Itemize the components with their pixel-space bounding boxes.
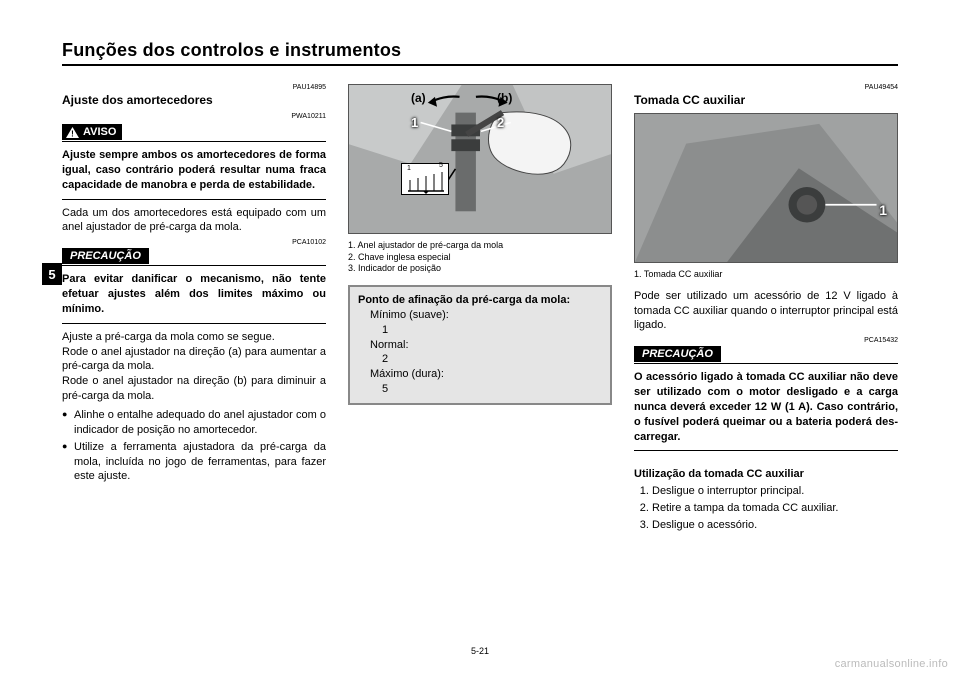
- precaucao-text: O acessório ligado à tomada CC auxiliar …: [634, 370, 898, 444]
- figure-caption: 1. Tomada CC auxiliar: [634, 269, 898, 281]
- step-item: Desligue o interruptor principal.: [652, 484, 898, 499]
- doc-code: PCA10102: [62, 239, 326, 246]
- figure-svg: [349, 85, 611, 233]
- subheading-utilizacao: Utilização da tomada CC auxiliar: [634, 467, 898, 482]
- column-1: PAU14895 Ajuste dos amortecedores PWA102…: [62, 84, 326, 533]
- precaucao-badge: PRECAUÇÃO: [634, 346, 721, 362]
- precaucao-badge: PRECAUÇÃO: [62, 248, 149, 264]
- aviso-label: AVISO: [83, 126, 116, 138]
- watermark: carmanualsonline.info: [835, 658, 948, 670]
- doc-code: PWA10211: [62, 113, 326, 120]
- bullet-list: Alinhe o entalhe adequado do anel ajusta…: [62, 408, 326, 484]
- body-text: Rode o anel ajustador na direção (b) par…: [62, 374, 326, 404]
- aviso-text: Ajuste sempre ambos os amortecedo­res de…: [62, 148, 326, 193]
- doc-code: PCA15432: [634, 337, 898, 344]
- settings-row-label: Normal:: [358, 338, 602, 353]
- spacer: [634, 457, 898, 467]
- column-2: (a) (b) 1 2 3 1 5: [348, 84, 612, 533]
- doc-code: PAU49454: [634, 84, 898, 91]
- figure-callout-1: 1: [411, 115, 418, 130]
- figure-callout-b: (b): [497, 91, 512, 105]
- warning-triangle-icon: !: [66, 127, 79, 138]
- body-text: Pode ser utilizado um acessório de 12 V …: [634, 289, 898, 334]
- figure-callout-a: (a): [411, 91, 426, 105]
- body-text: Ajuste a pré-carga da mola como se segue…: [62, 330, 326, 345]
- aviso-rule: [62, 141, 326, 142]
- settings-row-label: Máximo (dura):: [358, 367, 602, 382]
- figure-scale: 1 5: [401, 163, 449, 195]
- scale-max: 5: [439, 162, 443, 169]
- settings-title: Ponto de afinação da pré-carga da mola:: [358, 293, 602, 308]
- separator: [62, 199, 326, 200]
- step-item: Desligue o acessório.: [652, 518, 898, 533]
- figure-callout-1: 1: [879, 202, 887, 218]
- figure-caption: 3. Indicador de posição: [348, 263, 612, 275]
- bullet-item: Utilize a ferramenta ajustadora da pré-c…: [62, 440, 326, 485]
- body-text: Cada um dos amortecedores está equipa­do…: [62, 206, 326, 236]
- subheading-tomada: Tomada CC auxiliar: [634, 93, 898, 107]
- precaucao-rule: [634, 363, 898, 364]
- settings-row-value: 1: [358, 323, 602, 338]
- body-text: Rode o anel ajustador na direção (a) par…: [62, 345, 326, 375]
- page-number: 5-21: [0, 646, 960, 656]
- figure-caption: 1. Anel ajustador de pré-carga da mola: [348, 240, 612, 252]
- subheading-ajuste: Ajuste dos amortecedores: [62, 93, 326, 107]
- precaucao-rule: [62, 265, 326, 266]
- settings-row-label: Mínimo (suave):: [358, 308, 602, 323]
- steps-list: Desligue o interruptor principal. Retire…: [634, 484, 898, 533]
- figure-callout-2: 2: [497, 115, 504, 130]
- separator: [62, 323, 326, 324]
- step-item: Retire a tampa da tomada CC auxiliar.: [652, 501, 898, 516]
- figure-tomada: 1: [634, 113, 898, 263]
- columns: PAU14895 Ajuste dos amortecedores PWA102…: [62, 84, 898, 533]
- svg-text:!: !: [71, 129, 74, 138]
- figure-amortecedor: (a) (b) 1 2 3 1 5: [348, 84, 612, 234]
- figure-caption: 2. Chave inglesa especial: [348, 252, 612, 264]
- aviso-badge: ! AVISO: [62, 124, 122, 140]
- doc-code: PAU14895: [62, 84, 326, 91]
- precaucao-text: Para evitar danificar o mecanismo, não t…: [62, 272, 326, 317]
- bullet-item: Alinhe o entalhe adequado do anel ajusta…: [62, 408, 326, 438]
- column-3: PAU49454 Tomada CC auxiliar 1 1. Tomada …: [634, 84, 898, 533]
- settings-row-value: 5: [358, 382, 602, 397]
- scale-min: 1: [407, 165, 411, 172]
- separator: [634, 450, 898, 451]
- title-rule: [62, 64, 898, 66]
- settings-row-value: 2: [358, 352, 602, 367]
- page: Funções dos controlos e instrumentos PAU…: [0, 0, 960, 553]
- chapter-tab: 5: [42, 263, 62, 285]
- section-title: Funções dos controlos e instrumentos: [62, 40, 898, 61]
- settings-box: Ponto de afinação da pré-carga da mola: …: [348, 285, 612, 405]
- figure-svg: [635, 114, 897, 262]
